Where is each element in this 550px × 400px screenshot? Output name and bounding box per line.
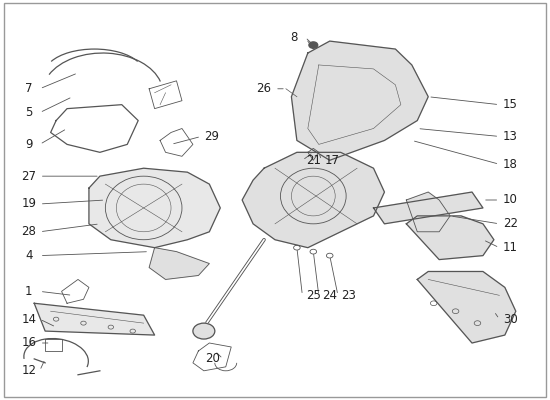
Polygon shape: [242, 152, 384, 248]
Polygon shape: [292, 41, 428, 160]
Text: 20: 20: [205, 352, 219, 365]
Text: 11: 11: [503, 241, 518, 254]
Text: 21: 21: [306, 154, 321, 167]
Text: 30: 30: [503, 313, 518, 326]
Text: 23: 23: [342, 289, 356, 302]
Text: 8: 8: [290, 31, 298, 44]
Text: 22: 22: [503, 217, 518, 230]
Text: 16: 16: [21, 336, 36, 350]
Text: 12: 12: [21, 364, 36, 377]
Text: 13: 13: [503, 130, 518, 143]
Polygon shape: [417, 272, 516, 343]
Text: 25: 25: [306, 289, 321, 302]
Text: 24: 24: [322, 289, 337, 302]
Text: 18: 18: [503, 158, 518, 171]
Polygon shape: [89, 168, 221, 248]
Text: 17: 17: [325, 154, 340, 167]
Text: 10: 10: [503, 194, 518, 206]
Text: 27: 27: [21, 170, 36, 183]
Polygon shape: [149, 248, 210, 280]
Text: 9: 9: [25, 138, 32, 151]
Text: 19: 19: [21, 198, 36, 210]
Text: 1: 1: [25, 285, 32, 298]
Text: 7: 7: [25, 82, 32, 95]
Text: 5: 5: [25, 106, 32, 119]
Text: 4: 4: [25, 249, 32, 262]
Text: 15: 15: [503, 98, 518, 111]
Text: 26: 26: [256, 82, 272, 95]
Text: 29: 29: [205, 130, 219, 143]
Circle shape: [309, 42, 318, 48]
Circle shape: [193, 323, 215, 339]
Polygon shape: [34, 303, 155, 335]
Text: 28: 28: [21, 225, 36, 238]
Polygon shape: [406, 192, 450, 232]
Polygon shape: [373, 192, 483, 224]
Polygon shape: [406, 216, 494, 260]
Text: 14: 14: [21, 313, 36, 326]
